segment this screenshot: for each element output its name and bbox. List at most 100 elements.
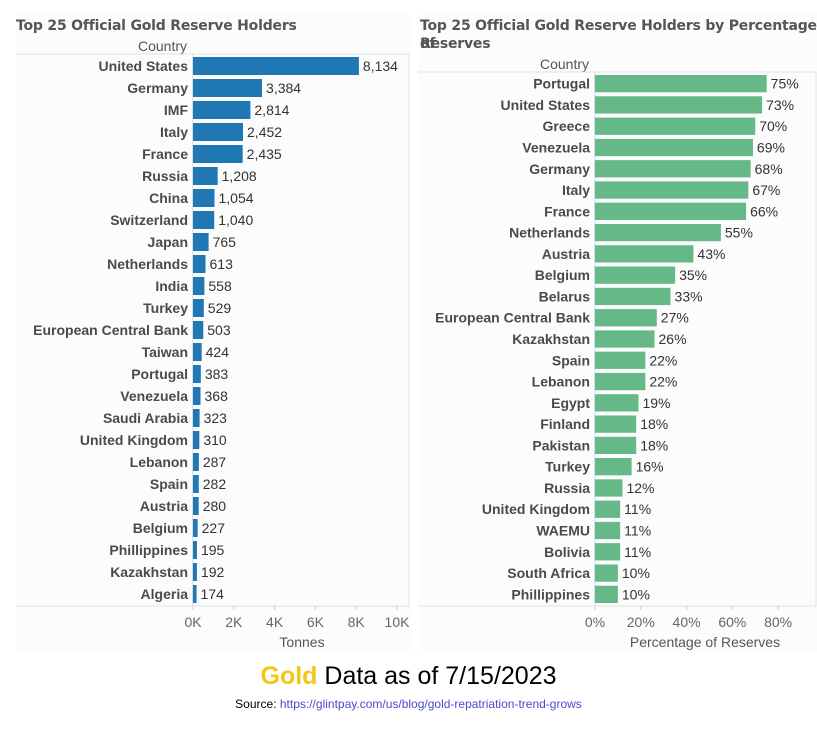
percentage-category-label: Italy	[562, 182, 590, 198]
percentage-bar[interactable]	[595, 479, 623, 497]
percentage-bar[interactable]	[595, 436, 637, 455]
tonnes-value-label: 424	[206, 344, 230, 360]
tonnes-bar-row: IMF 2,814	[164, 101, 290, 119]
percentage-bar[interactable]	[595, 500, 621, 518]
percentage-bar[interactable]	[595, 458, 632, 476]
tonnes-bar-row: Spain 282	[150, 475, 226, 493]
percentage-bar[interactable]	[595, 245, 694, 263]
percentage-bar[interactable]	[595, 75, 767, 93]
tonnes-bar[interactable]	[193, 255, 206, 273]
tonnes-bar[interactable]	[193, 541, 197, 559]
percentage-category-label: Kazakhstan	[512, 331, 590, 347]
tonnes-bar[interactable]	[193, 167, 218, 185]
percentage-value-label: 67%	[752, 182, 780, 198]
tonnes-category-label: Taiwan	[142, 344, 188, 360]
tonnes-bar[interactable]	[193, 409, 200, 427]
percentage-bar[interactable]	[595, 138, 753, 157]
percentage-bar[interactable]	[595, 309, 657, 327]
tonnes-value-label: 383	[205, 366, 229, 382]
tonnes-bar[interactable]	[193, 497, 199, 515]
percentage-bar[interactable]	[595, 521, 621, 540]
percentage-bar[interactable]	[595, 564, 618, 582]
tonnes-bar[interactable]	[193, 365, 201, 383]
tonnes-category-label: Switzerland	[110, 212, 188, 228]
percentage-value-label: 55%	[725, 225, 753, 241]
percentage-value-label: 18%	[640, 416, 668, 432]
tonnes-category-label: Saudi Arabia	[103, 410, 188, 426]
percentage-bar[interactable]	[595, 287, 671, 306]
percentage-tick-label: 40%	[673, 614, 701, 630]
percentage-bar-row: France 66%	[544, 202, 778, 220]
percentage-bar[interactable]	[595, 543, 621, 561]
percentage-category-label: United States	[501, 97, 591, 113]
percentage-bar-row: Egypt 19%	[551, 394, 671, 412]
percentage-bar[interactable]	[595, 351, 646, 369]
tonnes-bar[interactable]	[193, 431, 200, 449]
percentage-bar-row: European Central Bank 27%	[435, 309, 689, 327]
percentage-bar-row: South Africa 10%	[507, 564, 650, 582]
percentage-category-label: Phillippines	[511, 586, 590, 602]
tonnes-bar[interactable]	[193, 563, 197, 581]
percentage-bar[interactable]	[595, 266, 676, 284]
percentage-bar-row: Kazakhstan 26%	[512, 330, 687, 348]
tonnes-bar[interactable]	[193, 585, 197, 603]
tonnes-bar-row: India 558	[155, 277, 232, 295]
percentage-bar[interactable]	[595, 394, 639, 412]
tonnes-value-label: 310	[203, 432, 227, 448]
tonnes-tick-label: 0K	[184, 614, 202, 630]
percentage-bar[interactable]	[595, 202, 747, 220]
tonnes-bar-row: France 2,435	[142, 145, 282, 163]
tonnes-bar-chart: United States 8,134 Germany 3,384 IMF 2,814 It…	[16, 53, 411, 650]
percentage-bar[interactable]	[595, 330, 655, 348]
source-link[interactable]: https://glintpay.com/us/blog/gold-repatr…	[279, 697, 582, 711]
percentage-value-label: 27%	[661, 310, 689, 326]
tonnes-bar[interactable]	[193, 123, 244, 141]
tonnes-tick-label: 4K	[266, 614, 284, 630]
source-label: Source:	[235, 697, 280, 711]
tonnes-category-label: United States	[99, 58, 189, 74]
tonnes-value-label: 368	[205, 388, 229, 404]
percentage-category-label: WAEMU	[536, 523, 590, 539]
percentage-value-label: 19%	[642, 395, 670, 411]
tonnes-bar[interactable]	[193, 57, 359, 75]
tonnes-tick-label: 10K	[385, 614, 411, 630]
percentage-chart-pane: Top 25 Official Gold Reserve Holders by …	[418, 14, 817, 654]
percentage-bar[interactable]	[595, 181, 749, 199]
tonnes-bar[interactable]	[193, 277, 205, 295]
tonnes-bar[interactable]	[193, 145, 243, 163]
tonnes-value-label: 613	[210, 256, 234, 272]
percentage-category-label: Netherlands	[509, 225, 590, 241]
tonnes-bar[interactable]	[193, 211, 215, 229]
tonnes-value-label: 192	[201, 564, 225, 580]
tonnes-bar[interactable]	[193, 343, 202, 361]
percentage-category-label: Germany	[529, 161, 590, 177]
tonnes-bar[interactable]	[193, 475, 199, 493]
tonnes-bar[interactable]	[193, 101, 251, 119]
percentage-bar[interactable]	[595, 96, 763, 114]
percentage-value-label: 26%	[659, 331, 687, 347]
tonnes-category-label: Algeria	[141, 586, 189, 602]
percentage-bar[interactable]	[595, 372, 646, 391]
percentage-bar[interactable]	[595, 415, 637, 433]
percentage-bar-row: Turkey 16%	[545, 458, 664, 476]
percentage-category-label: Egypt	[551, 395, 590, 411]
tonnes-bar[interactable]	[193, 79, 263, 97]
percentage-bar[interactable]	[595, 160, 751, 178]
tonnes-bar[interactable]	[193, 321, 204, 339]
tonnes-category-label: Phillippines	[109, 542, 188, 558]
percentage-bar[interactable]	[595, 117, 756, 135]
tonnes-bar[interactable]	[193, 387, 201, 405]
tonnes-bar-row: United States 8,134	[99, 57, 398, 75]
tonnes-bar[interactable]	[193, 299, 204, 317]
percentage-bar-row: Germany 68%	[529, 160, 783, 178]
percentage-tick-label: 0%	[585, 614, 605, 630]
tonnes-bar-row: Lebanon 287	[130, 453, 226, 471]
tonnes-bar[interactable]	[193, 519, 198, 537]
tonnes-bar[interactable]	[193, 453, 199, 471]
percentage-category-label: Finland	[540, 416, 590, 432]
tonnes-bar[interactable]	[193, 233, 209, 251]
percentage-bar[interactable]	[595, 223, 721, 242]
percentage-bar-row: Austria 43%	[542, 245, 725, 263]
tonnes-bar[interactable]	[193, 189, 215, 207]
percentage-bar[interactable]	[595, 585, 618, 603]
